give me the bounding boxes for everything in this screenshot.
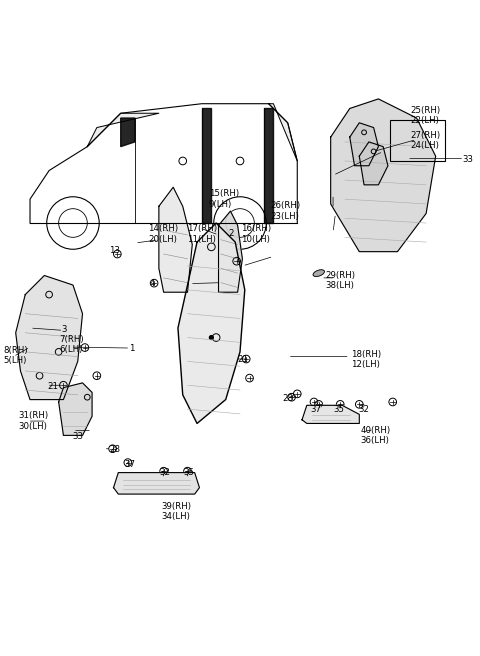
Text: 32: 32 — [359, 405, 369, 414]
Polygon shape — [269, 104, 297, 161]
Text: 18(RH)
12(LH): 18(RH) 12(LH) — [351, 350, 381, 369]
Ellipse shape — [313, 270, 324, 276]
Text: 3: 3 — [61, 325, 67, 334]
Polygon shape — [87, 113, 159, 147]
Text: 37: 37 — [124, 461, 135, 470]
Circle shape — [209, 336, 213, 339]
Text: 1: 1 — [129, 344, 135, 353]
Polygon shape — [264, 108, 274, 223]
Polygon shape — [114, 472, 199, 494]
Text: 13: 13 — [109, 246, 120, 255]
Text: 28: 28 — [109, 445, 120, 454]
Text: 28: 28 — [282, 394, 293, 403]
Text: 15(RH)
9(LH): 15(RH) 9(LH) — [209, 190, 239, 209]
Text: 14(RH)
20(LH): 14(RH) 20(LH) — [148, 224, 179, 243]
Text: 8(RH)
5(LH): 8(RH) 5(LH) — [4, 346, 28, 365]
Text: 29(RH)
38(LH): 29(RH) 38(LH) — [325, 270, 355, 290]
Text: 16(RH)
10(LH): 16(RH) 10(LH) — [241, 224, 271, 243]
Polygon shape — [331, 99, 436, 252]
Text: 25(RH)
22(LH): 25(RH) 22(LH) — [411, 106, 441, 125]
Polygon shape — [218, 211, 242, 292]
Text: 17(RH)
11(LH): 17(RH) 11(LH) — [188, 224, 217, 243]
Text: 26(RH)
23(LH): 26(RH) 23(LH) — [270, 201, 300, 221]
Polygon shape — [16, 276, 83, 400]
Text: 4: 4 — [149, 279, 155, 288]
Text: 21: 21 — [238, 356, 249, 365]
Polygon shape — [178, 223, 245, 423]
Text: 33: 33 — [72, 432, 83, 441]
Text: 7(RH)
6(LH): 7(RH) 6(LH) — [59, 335, 84, 354]
Polygon shape — [202, 108, 211, 223]
Text: 32: 32 — [160, 468, 171, 477]
Polygon shape — [360, 142, 388, 185]
Text: 37: 37 — [311, 405, 322, 414]
Text: 31(RH)
30(LH): 31(RH) 30(LH) — [18, 411, 48, 431]
Text: 35: 35 — [183, 468, 194, 477]
Text: 40(RH)
36(LH): 40(RH) 36(LH) — [360, 426, 390, 445]
Polygon shape — [350, 123, 378, 166]
Text: 35: 35 — [333, 405, 344, 414]
Polygon shape — [159, 187, 192, 292]
Text: 2: 2 — [228, 230, 234, 239]
Text: 33: 33 — [462, 155, 473, 164]
Text: 27(RH)
24(LH): 27(RH) 24(LH) — [411, 131, 441, 150]
Text: 21: 21 — [47, 382, 58, 391]
Polygon shape — [302, 405, 360, 423]
Polygon shape — [59, 383, 92, 436]
Polygon shape — [120, 118, 135, 147]
Text: 39(RH)
34(LH): 39(RH) 34(LH) — [161, 502, 191, 522]
